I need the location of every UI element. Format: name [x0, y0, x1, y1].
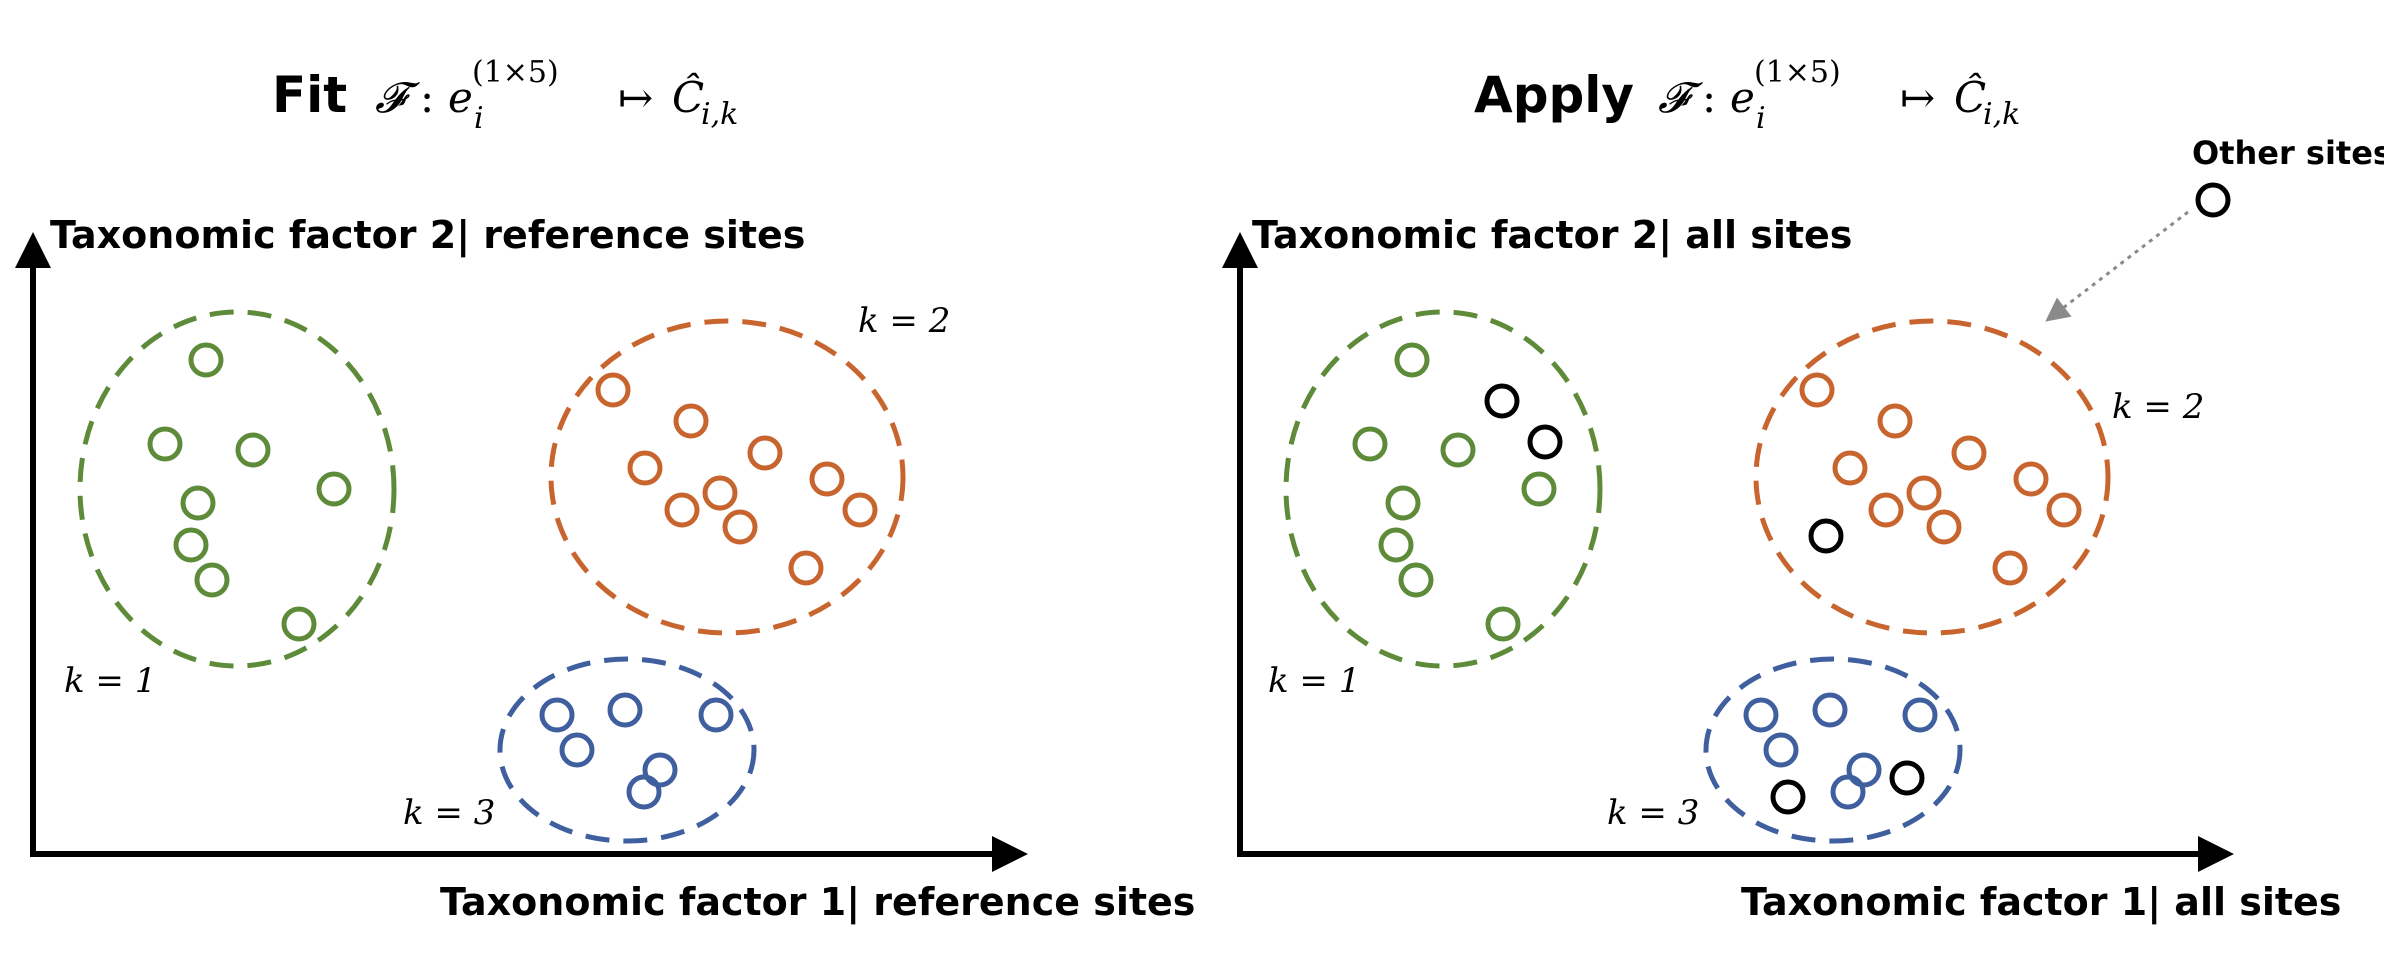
site-point [809, 461, 845, 497]
right-formula-e: e [1730, 73, 1755, 122]
left-cluster-k3-ellipse [497, 656, 757, 844]
site-point [1485, 606, 1521, 642]
site-point [698, 697, 734, 733]
site-point [722, 509, 758, 545]
left-formula-e: e [448, 73, 473, 122]
site-point [702, 475, 738, 511]
site-point [1398, 562, 1434, 598]
site-point [539, 697, 575, 733]
other-site-point [2195, 182, 2231, 218]
site-point [607, 692, 643, 728]
site-point [842, 492, 878, 528]
site-point [2013, 461, 2049, 497]
right-label-k2: k = 2 [2112, 387, 2204, 427]
site-point [281, 606, 317, 642]
site-point [147, 426, 183, 462]
right-formula-F: 𝓕 [1658, 73, 1703, 122]
left-label-k2: k = 2 [858, 301, 950, 341]
right-formula-maps: ↦ [1900, 73, 1935, 122]
site-point [1902, 697, 1938, 733]
right-y-axis-label: Taxonomic factor 2| all sites [1252, 213, 1852, 258]
other-sites-label: Other sites [2192, 134, 2384, 172]
site-point [1926, 509, 1962, 545]
left-formula-sub: i [474, 101, 484, 136]
site-point [1799, 372, 1835, 408]
left-formula-colon: : [420, 73, 434, 122]
site-point [626, 774, 662, 810]
other-site-point [1527, 424, 1563, 460]
left-formula-C: Ĉ [672, 72, 704, 122]
right-title: Apply 𝓕 : e (1×5) i ↦ Ĉ i,k [1474, 55, 2020, 136]
right-title-word: Apply [1474, 66, 1634, 124]
site-point [627, 450, 663, 486]
right-cluster-k1-ellipse [1283, 309, 1603, 669]
site-point [595, 372, 631, 408]
dotted-arrow-icon [2045, 210, 2189, 322]
site-point [173, 527, 209, 563]
other-site-point [1484, 383, 1520, 419]
other-site-point [1889, 760, 1925, 796]
site-point [1812, 692, 1848, 728]
right-formula-sub: i [1756, 101, 1766, 136]
site-point [1951, 435, 1987, 471]
site-point [747, 435, 783, 471]
left-formula-sup: (1×5) [472, 55, 559, 90]
right-cluster-k2-ellipse [1753, 318, 2111, 636]
site-point [1378, 527, 1414, 563]
right-formula-sup: (1×5) [1754, 55, 1841, 90]
right-formula-Csub: i,k [1983, 97, 2020, 132]
site-point [664, 492, 700, 528]
site-point [1763, 732, 1799, 768]
site-point [673, 403, 709, 439]
left-formula-Csub: i,k [701, 97, 738, 132]
site-point [788, 550, 824, 586]
left-label-k1: k = 1 [64, 661, 156, 701]
site-point [194, 562, 230, 598]
right-x-axis-label: Taxonomic factor 1| all sites [1741, 880, 2341, 925]
site-point [188, 342, 224, 378]
right-formula-colon: : [1702, 73, 1716, 122]
right-label-k3: k = 3 [1607, 793, 1699, 833]
site-point [1743, 697, 1779, 733]
site-point [235, 432, 271, 468]
other-site-point [1808, 518, 1844, 554]
site-point [1521, 471, 1557, 507]
left-panel: Fit 𝓕 : e (1×5) i ↦ Ĉ i,k Taxonomic fact… [14, 55, 1195, 925]
site-point [180, 485, 216, 521]
site-point [1352, 426, 1388, 462]
left-y-axis-label: Taxonomic factor 2| reference sites [50, 213, 805, 258]
left-title-word: Fit [272, 66, 347, 124]
left-label-k3: k = 3 [403, 793, 495, 833]
site-point [316, 471, 352, 507]
left-x-axis-label: Taxonomic factor 1| reference sites [440, 880, 1195, 925]
site-point [1830, 774, 1866, 810]
site-point [1906, 475, 1942, 511]
site-point [1394, 342, 1430, 378]
right-cluster-k3-ellipse [1703, 656, 1963, 844]
site-point [2046, 492, 2082, 528]
site-point [559, 732, 595, 768]
site-point [1868, 492, 1904, 528]
site-point [1992, 550, 2028, 586]
right-formula-C: Ĉ [1954, 72, 1986, 122]
left-formula-F: 𝓕 [375, 73, 420, 122]
site-point [1877, 403, 1913, 439]
left-formula-maps: ↦ [618, 73, 653, 122]
left-cluster-k1-ellipse [77, 309, 397, 669]
site-point [1385, 485, 1421, 521]
site-point [1832, 450, 1868, 486]
other-site-point [1770, 779, 1806, 815]
right-label-k1: k = 1 [1268, 661, 1360, 701]
site-point [1440, 432, 1476, 468]
right-panel: Apply 𝓕 : e (1×5) i ↦ Ĉ i,k Taxonomic fa… [1222, 55, 2384, 925]
left-cluster-k2-ellipse [548, 318, 906, 636]
left-title: Fit 𝓕 : e (1×5) i ↦ Ĉ i,k [272, 55, 738, 136]
